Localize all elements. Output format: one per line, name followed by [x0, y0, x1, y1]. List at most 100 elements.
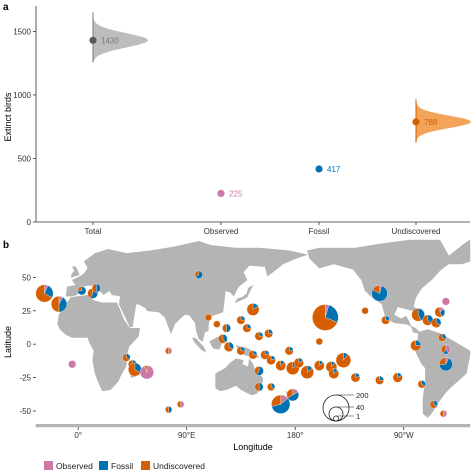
pie-slice-und — [260, 350, 270, 360]
y-tick-label: 0 — [27, 340, 32, 349]
landmass-south-america — [415, 329, 471, 418]
x-tick-label: 90°E — [178, 431, 195, 440]
point-fossil — [315, 165, 323, 173]
pie-slice-fos — [195, 270, 203, 279]
pie-slice-und — [328, 368, 339, 379]
pie-slice-fos — [418, 308, 425, 321]
y-tick-label: 1000 — [13, 91, 31, 100]
pie-marker — [361, 307, 369, 315]
point-label-fossil: 417 — [327, 165, 341, 174]
x-tick-label: Observed — [204, 227, 239, 236]
pie-slice-und — [246, 303, 260, 316]
pie-slice-und — [91, 283, 97, 293]
panel-a-y-axis-label: Extinct birds — [3, 92, 13, 142]
panel-a-letter: a — [3, 2, 9, 13]
landmass-greenland — [439, 239, 471, 265]
x-tick-label: Undiscovered — [392, 227, 441, 236]
landmass-antarctica — [35, 424, 471, 428]
size-legend-label: 200 — [356, 391, 369, 400]
x-tick-label: Total — [85, 227, 102, 236]
pie-slice-und — [165, 406, 169, 414]
y-tick-label: 50 — [22, 273, 31, 282]
pie-slice-fos — [256, 366, 264, 376]
pie-slice-und — [429, 400, 438, 409]
pie-slice-und — [222, 323, 227, 333]
pie-slice-und — [223, 341, 234, 352]
point-label-undiscovered: 788 — [424, 118, 438, 127]
legend-label-undiscovered: Undiscovered — [153, 461, 205, 471]
pie-slice-und — [431, 317, 441, 328]
pie-marker — [441, 297, 450, 306]
pie-slice-und — [236, 315, 246, 325]
pie-slice-fos — [271, 398, 291, 414]
x-tick-label: 0° — [74, 431, 82, 440]
pie-slice-und — [439, 410, 444, 418]
distribution-slab-total — [93, 12, 148, 63]
pie-slice-und — [417, 380, 426, 389]
pie-slice-und — [392, 372, 403, 383]
pie-slice-und — [177, 400, 181, 408]
size-legend: 200 401 — [322, 391, 369, 422]
pie-slice-und — [422, 314, 432, 326]
y-tick-label: 1500 — [13, 27, 31, 36]
pie-slice-und — [122, 353, 130, 362]
pie-slice-und — [314, 360, 325, 371]
pie-slice-und — [51, 295, 60, 313]
pie-slice-und — [300, 365, 314, 379]
pie-slice-und — [77, 286, 82, 291]
pie-slice-und — [264, 329, 274, 338]
pie-slice-und — [128, 362, 141, 377]
y-tick-label: 25 — [22, 307, 31, 316]
panel-a-x-axis: Total Observed Fossil Undiscovered — [36, 221, 470, 236]
pie-slice-und — [254, 331, 264, 341]
pie-marker — [213, 320, 221, 328]
pie-slice-obs — [443, 410, 447, 418]
x-tick-label: 180° — [287, 431, 304, 440]
y-tick-label: 500 — [18, 154, 32, 163]
legend-swatch-fossil — [99, 461, 108, 470]
pie-marker — [315, 337, 323, 346]
pie-slice-und — [434, 306, 443, 318]
y-tick-label: -50 — [19, 407, 31, 416]
pie-slice-und — [286, 388, 293, 399]
pie-slice-und — [248, 350, 258, 360]
point-undiscovered — [412, 118, 420, 126]
legend-label-fossil: Fossil — [111, 461, 133, 471]
landmass-uk — [70, 266, 80, 278]
landmass-sumatra — [192, 337, 207, 353]
pie-slice-und — [293, 357, 304, 368]
pie-slice-und — [335, 352, 351, 368]
size-legend-label: 40 — [356, 403, 364, 412]
pie-slice-und — [218, 334, 226, 344]
landmass-australia — [215, 358, 263, 396]
point-label-total: 1430 — [101, 36, 119, 45]
pie-slice-und — [439, 357, 447, 366]
pie-slice-fos — [287, 391, 299, 402]
color-legend: Observed Fossil Undiscovered — [44, 461, 205, 471]
pie-slice-und — [275, 360, 286, 371]
panel-b-x-axis-label: Longitude — [233, 442, 273, 452]
panel-b-pie-markers — [35, 270, 453, 418]
point-label-observed: 225 — [229, 189, 243, 198]
pie-slice-und — [242, 323, 252, 333]
pie-slice-und — [35, 284, 53, 303]
x-tick-label: 90°W — [394, 431, 414, 440]
pie-slice-und — [194, 270, 199, 277]
legend-swatch-undiscovered — [141, 461, 150, 470]
pie-marker — [204, 313, 213, 322]
pie-slice-und — [165, 347, 169, 355]
pie-slice-und — [438, 333, 446, 342]
distribution-slab-undiscovered — [416, 99, 471, 143]
pie-slice-und — [411, 308, 422, 322]
y-tick-label: -25 — [19, 374, 31, 383]
panel-b-y-axis: 50 25 0 -25 -50 — [19, 273, 36, 416]
pie-slice-fos — [58, 297, 67, 313]
legend-label-observed: Observed — [56, 461, 93, 471]
panel-b-letter: b — [3, 240, 9, 251]
point-total — [89, 36, 97, 44]
legend-swatch-observed — [44, 461, 53, 470]
pie-slice-und — [266, 355, 276, 365]
x-tick-label: Fossil — [309, 227, 330, 236]
landmass-japan — [234, 284, 254, 304]
